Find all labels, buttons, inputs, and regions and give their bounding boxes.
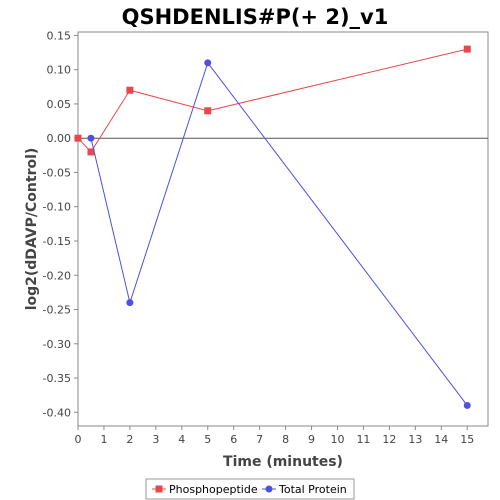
x-tick-label: 8: [282, 433, 289, 446]
data-point: [87, 148, 95, 156]
x-tick-label: 1: [100, 433, 107, 446]
y-tick-label: -0.35: [43, 372, 71, 385]
y-tick-label: -0.10: [43, 201, 71, 214]
legend-marker: [265, 485, 273, 493]
plot-area: [77, 31, 489, 427]
x-tick-label: 3: [152, 433, 159, 446]
legend: Phosphopeptide Total Protein: [145, 478, 355, 500]
x-tick-label: 6: [230, 433, 237, 446]
chart-title: QSHDENLIS#P(+ 2)_v1: [122, 5, 389, 29]
series-line: [90, 61, 468, 406]
x-tick-label: 0: [75, 433, 82, 446]
y-tick-label: -0.25: [43, 304, 71, 317]
y-tick-label: -0.40: [43, 406, 71, 419]
data-point: [126, 299, 134, 307]
data-point: [87, 134, 95, 142]
data-point: [463, 45, 471, 53]
data-point: [463, 401, 471, 409]
x-tick-label: 13: [408, 433, 422, 446]
x-tick-label: 12: [382, 433, 396, 446]
x-tick-label: 4: [178, 433, 185, 446]
data-point: [204, 59, 212, 67]
series-layer: [74, 45, 471, 409]
y-tick-label: -0.15: [43, 235, 71, 248]
x-tick-label: 5: [204, 433, 211, 446]
x-tick-label: 9: [308, 433, 315, 446]
y-axis-label: log2(dDAVP/Control): [24, 148, 40, 311]
legend-box: [145, 478, 355, 500]
x-axis: 0 1 2 3 4 5 6 7 8 9 10 11 12 13 14 15: [75, 426, 474, 446]
y-tick-label: -0.30: [43, 338, 71, 351]
x-tick-label: 11: [356, 433, 370, 446]
y-tick-label: 0.10: [47, 64, 72, 77]
x-axis-label: Time (minutes): [223, 454, 343, 470]
y-tick-label: -0.05: [43, 166, 71, 179]
x-tick-label: 14: [434, 433, 448, 446]
x-tick-label: 7: [256, 433, 263, 446]
data-point: [74, 134, 82, 142]
data-point: [204, 107, 212, 115]
y-tick-label: 0.15: [47, 29, 72, 42]
y-tick-label: -0.20: [43, 269, 71, 282]
x-tick-label: 10: [330, 433, 344, 446]
data-point: [126, 86, 134, 94]
x-tick-label: 15: [460, 433, 474, 446]
legend-label: Total Protein: [278, 483, 347, 496]
x-tick-label: 2: [126, 433, 133, 446]
y-tick-label: 0.00: [47, 132, 72, 145]
y-tick-label: 0.05: [47, 98, 72, 111]
legend-marker: [155, 485, 163, 493]
y-axis: 0.15 0.10 0.05 0.00 -0.05 -0.10 -0.15 -0.20 -0.2…: [43, 29, 78, 419]
legend-label: Phosphopeptide: [169, 483, 258, 496]
